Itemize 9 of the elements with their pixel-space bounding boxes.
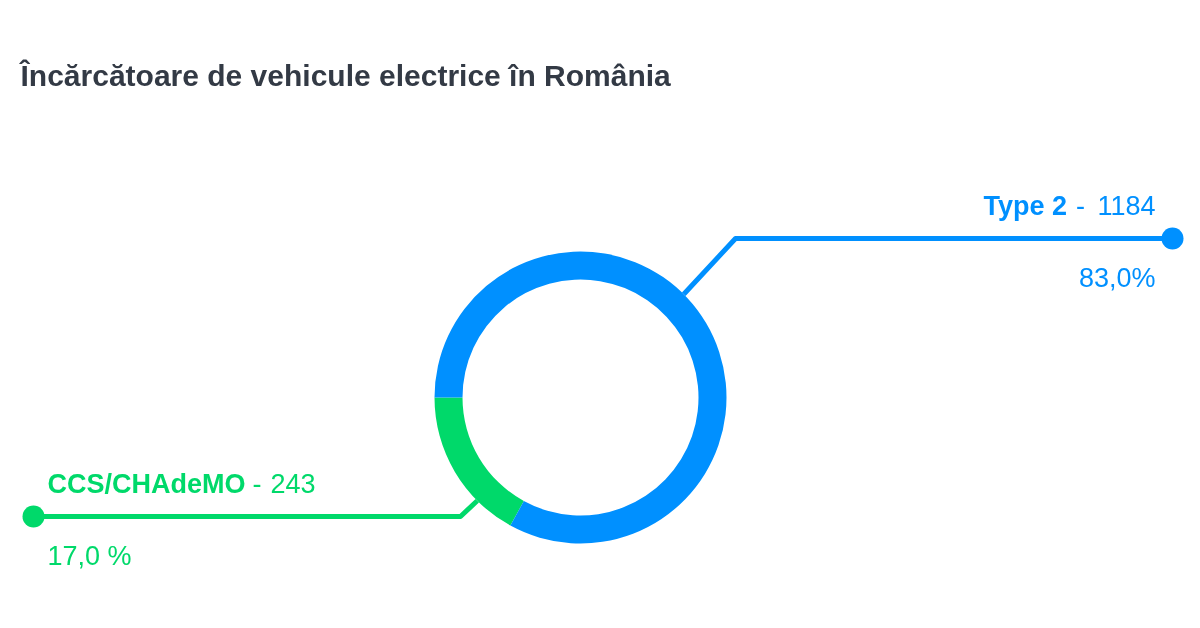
text: 83,0%	[1078, 262, 1156, 293]
text: 17,0 %	[47, 540, 132, 571]
text: -	[252, 469, 262, 499]
data-label: 1184	[1097, 191, 1156, 221]
slice-label: Type 2	[983, 190, 1067, 221]
text: -	[1076, 191, 1086, 221]
chart-title: Încărcătoare de vehicule electrice în România	[18, 59, 672, 92]
data-label: 243	[270, 469, 316, 499]
slice-label: CCS/CHAdeMO	[47, 468, 246, 499]
